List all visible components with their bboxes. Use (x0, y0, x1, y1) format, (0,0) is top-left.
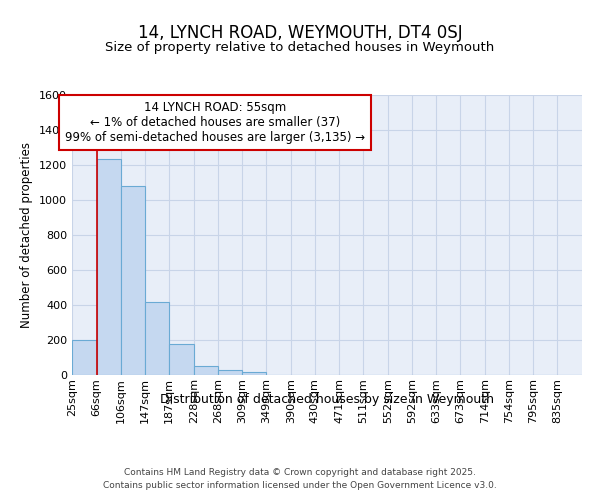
Text: Contains public sector information licensed under the Open Government Licence v3: Contains public sector information licen… (103, 480, 497, 490)
Text: 14, LYNCH ROAD, WEYMOUTH, DT4 0SJ: 14, LYNCH ROAD, WEYMOUTH, DT4 0SJ (137, 24, 463, 42)
Bar (145, 302, 169, 375)
Y-axis label: Number of detached properties: Number of detached properties (20, 142, 34, 328)
Bar (242, 372, 266, 375)
Bar (218, 370, 242, 375)
Text: Size of property relative to detached houses in Weymouth: Size of property relative to detached ho… (106, 41, 494, 54)
Bar (169, 344, 194, 375)
Text: Distribution of detached houses by size in Weymouth: Distribution of detached houses by size … (160, 392, 494, 406)
Text: 14 LYNCH ROAD: 55sqm
← 1% of detached houses are smaller (37)
99% of semi-detach: 14 LYNCH ROAD: 55sqm ← 1% of detached ho… (65, 100, 365, 144)
Bar (194, 366, 218, 375)
Bar (72, 340, 97, 375)
Text: Contains HM Land Registry data © Crown copyright and database right 2025.: Contains HM Land Registry data © Crown c… (124, 468, 476, 477)
Bar (97, 159, 121, 375)
Bar (121, 186, 145, 375)
